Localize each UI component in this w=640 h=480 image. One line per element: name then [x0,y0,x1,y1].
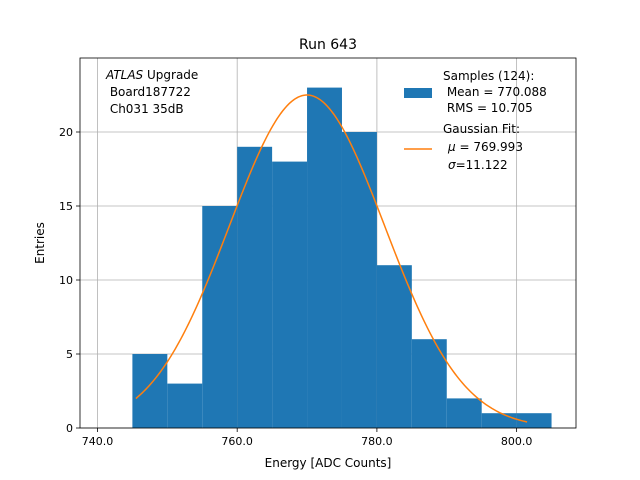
gaussian-fit-curve [135,94,528,423]
histogram-bar [167,383,203,428]
annotation-board: Board187722 [106,85,191,99]
legend-samples-mean: Mean = 770.088 [443,85,547,99]
plot-frame [79,57,577,429]
chart-title: Run 643 [299,37,357,53]
histogram-bar [481,413,517,428]
x-tick-label: 740.0 [82,435,114,448]
legend-fit-title: Gaussian Fit: [443,122,520,136]
y-tick-label: 5 [66,348,73,361]
atlas-annotation: ATLAS Upgrade Board187722 Ch031 35dB [105,68,198,116]
legend-samples-title: Samples (124): [443,69,534,83]
y-tick-label: 10 [59,274,73,287]
annotation-upgrade: Upgrade [143,68,198,82]
x-tick-label: 760.0 [221,435,253,448]
histogram-bar [307,87,342,428]
legend-mu-symbol: μ [447,140,456,154]
y-tick-label: 20 [59,126,73,139]
x-tick-label: 800.0 [501,435,533,448]
legend: Samples (124): Mean = 770.088 RMS = 10.7… [404,69,547,172]
y-tick-label: 15 [59,200,73,213]
legend-fit-mu: μ = 769.993 [447,140,523,154]
legend-fit-sigma: σ=11.122 [448,158,508,172]
histogram-bar [202,206,238,428]
legend-samples-swatch [404,88,432,98]
histogram-bars [132,87,552,429]
x-axis-label: Energy [ADC Counts] [265,456,392,470]
histogram-bar [272,161,308,428]
legend-samples-rms: RMS = 10.705 [443,101,533,115]
histogram-bar [376,265,412,428]
y-axis-ticks: 0 5 10 15 20 [59,126,80,435]
histogram-bar [446,398,482,428]
annotation-atlas: ATLAS [105,68,144,82]
legend-sigma-value: =11.122 [456,158,508,172]
x-axis-ticks: 740.0 760.0 780.0 800.0 [82,428,533,448]
histogram-bar [516,413,552,428]
annotation-channel: Ch031 35dB [106,102,184,116]
legend-sigma-symbol: σ [448,158,456,172]
y-tick-label: 0 [66,422,73,435]
histogram-bar [341,132,377,428]
histogram-bar [132,354,168,428]
histogram-bar [237,146,273,429]
x-tick-label: 780.0 [361,435,393,448]
legend-mu-value: = 769.993 [456,140,523,154]
annotation-line1: ATLAS Upgrade [105,68,198,82]
y-axis-label: Entries [33,222,47,264]
